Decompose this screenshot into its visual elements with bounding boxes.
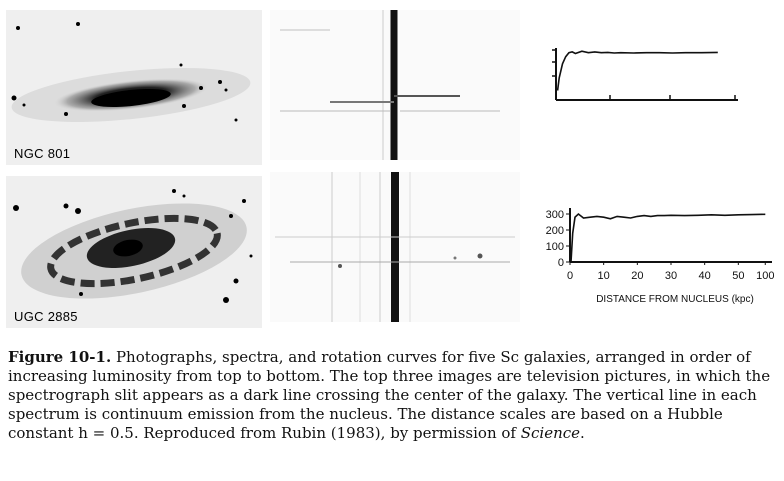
x-tick-label: 30: [665, 270, 677, 282]
x-tick-label: 50: [732, 270, 744, 282]
rotation-curve-line: [570, 212, 766, 263]
figure-caption: Figure 10-1. Photographs, spectra, and r…: [8, 348, 778, 443]
y-tick-label: 0: [558, 257, 564, 269]
figure-label: Figure 10-1.: [8, 348, 112, 366]
rotation-curve-ngc801: [552, 48, 738, 101]
y-tick-label: 100: [546, 241, 564, 253]
spectrum-ugc2885: [270, 172, 520, 322]
x-tick-label: 20: [631, 270, 643, 282]
x-tick-label: 10: [598, 270, 610, 282]
caption-text: Photographs, spectra, and rotation curve…: [8, 348, 771, 442]
galaxy-photo-ngc801: NGC 801: [6, 10, 262, 165]
galaxy-image: [13, 189, 253, 303]
rotation-curve-ugc2885: 0 100 200 300 0 10 20 30 40 50 100 DISTANCE FROM NU…: [546, 208, 774, 305]
x-axis-title: DISTANCE FROM NUCLEUS (kpc): [596, 294, 754, 305]
galaxy-photo-ugc2885: UGC 2885: [6, 176, 262, 328]
x-tick-label: 40: [699, 270, 711, 282]
x-tick-label: 0: [567, 270, 573, 282]
spectrum-image: [280, 10, 500, 160]
rotation-curve-line: [556, 50, 718, 91]
caption-end: .: [580, 424, 585, 442]
galaxy-label: NGC 801: [12, 146, 73, 161]
spectrum-image: [275, 172, 515, 322]
galaxy-image: [11, 22, 251, 122]
y-tick-label: 200: [546, 225, 564, 237]
x-tick-label: 100: [756, 270, 774, 282]
caption-italic: Science: [520, 424, 581, 442]
spectrum-ngc801: [270, 10, 520, 160]
y-tick-label: 300: [546, 209, 564, 221]
galaxy-label: UGC 2885: [12, 309, 80, 324]
